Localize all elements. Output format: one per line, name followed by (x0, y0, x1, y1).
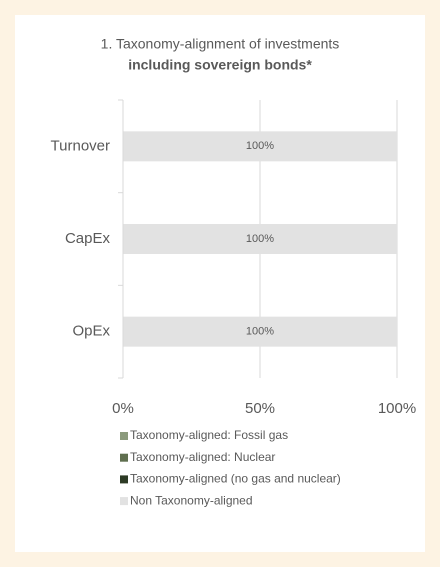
y-tick-label: CapEx (65, 230, 111, 247)
chart-subtitle: including sovereign bonds* (128, 57, 312, 73)
legend-label: Taxonomy-aligned (no gas and nuclear) (130, 472, 341, 486)
bar-segment (123, 131, 397, 162)
y-tick-label: OpEx (72, 323, 110, 340)
x-tick-label: 50% (245, 400, 275, 417)
bar-segment (123, 224, 397, 254)
legend-label: Taxonomy-aligned: Nuclear (130, 450, 275, 464)
chart-title: 1. Taxonomy-alignment of investments (101, 36, 340, 52)
legend-label: Non Taxonomy-aligned (130, 493, 253, 507)
legend-label: Taxonomy-aligned: Fossil gas (130, 428, 288, 442)
data-label: 100% (246, 326, 274, 338)
legend-swatch (120, 475, 128, 484)
bar-segment (123, 316, 397, 347)
chart-panel (15, 15, 425, 552)
x-tick-label: 100% (378, 400, 416, 417)
y-tick-label: Turnover (51, 137, 110, 154)
legend-swatch (120, 432, 128, 440)
legend-swatch (120, 453, 128, 462)
data-label: 100% (246, 140, 274, 152)
x-tick-label: 0% (112, 400, 134, 417)
data-label: 100% (246, 233, 274, 245)
legend-swatch (120, 497, 128, 506)
